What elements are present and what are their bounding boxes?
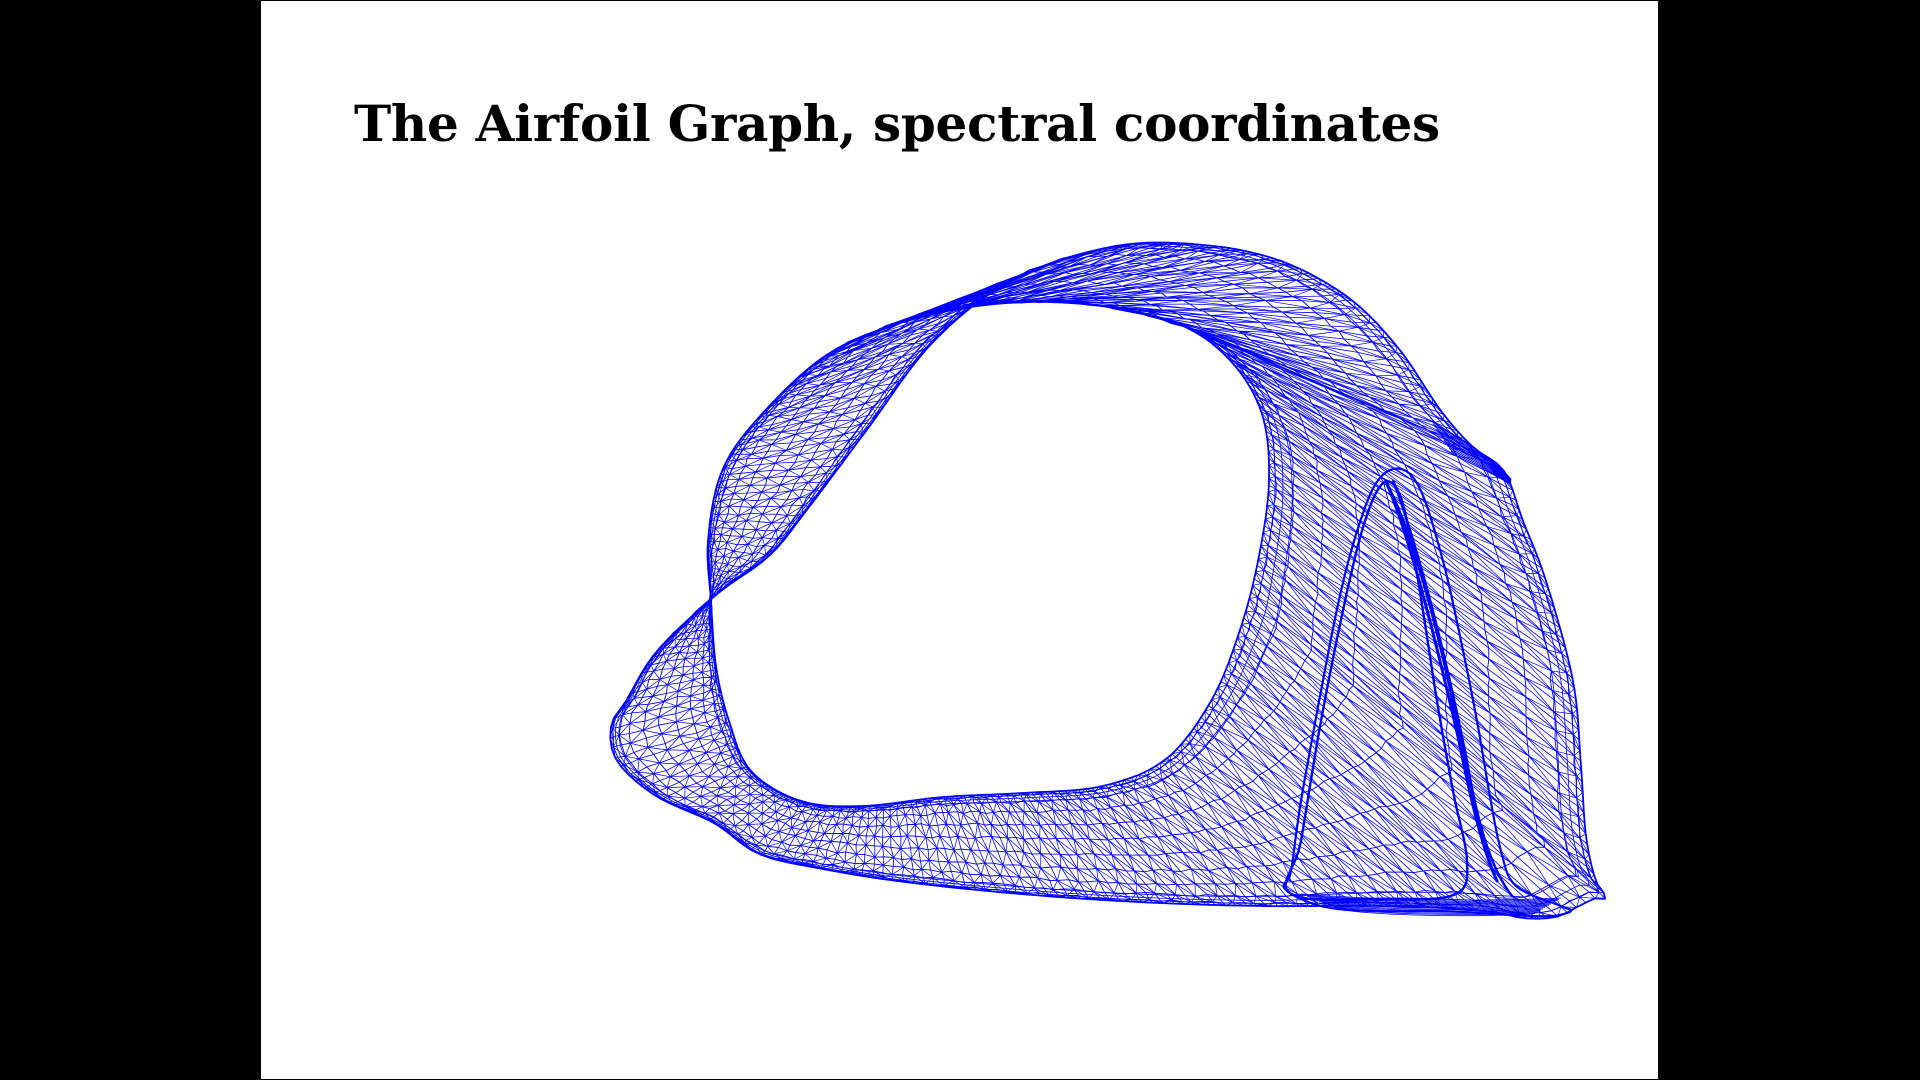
mesh-spokes <box>610 242 1606 920</box>
lobe-thin-strand <box>1391 479 1514 898</box>
airfoil-graph-figure <box>261 1 1658 1079</box>
mesh-ring <box>706 301 1270 808</box>
mesh-ring <box>612 243 1599 914</box>
slide-title: The Airfoil Graph, spectral coordinates <box>354 94 1440 153</box>
mesh-neck <box>1430 420 1512 486</box>
mesh-fringe <box>1300 893 1562 917</box>
mesh-edges <box>609 241 1607 920</box>
lobe-outline <box>1282 467 1573 918</box>
mesh-ring <box>609 241 1607 920</box>
slide: The Airfoil Graph, spectral coordinates <box>261 1 1658 1079</box>
mesh-diagonals <box>609 242 1604 920</box>
airfoil-mesh-drawing <box>609 241 1607 920</box>
lobe-thin-loop <box>1385 482 1499 883</box>
mesh-ring <box>707 298 1295 813</box>
